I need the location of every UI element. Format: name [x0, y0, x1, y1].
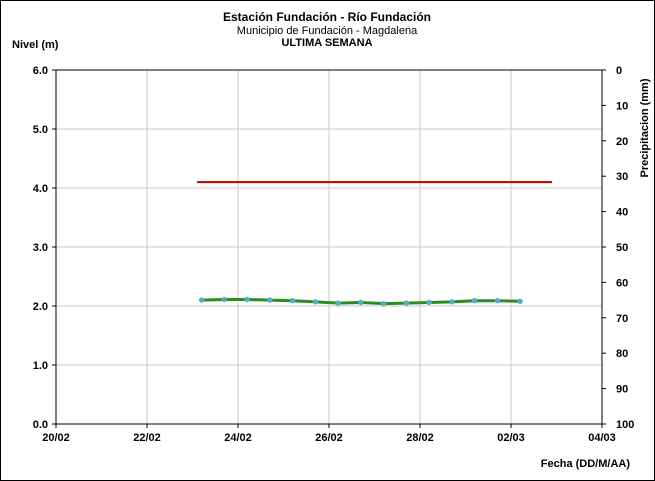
chart-subtitle: Municipio de Fundación - Magdalena	[237, 25, 418, 37]
y-tick-label: 6.0	[33, 65, 48, 77]
level-point	[449, 299, 455, 305]
x-tick-label: 20/02	[42, 432, 70, 444]
y2-tick-label: 20	[616, 136, 628, 148]
period-label: ULTIMA SEMANA	[281, 37, 372, 49]
level-point	[312, 299, 319, 305]
x-tick-label: 26/02	[315, 432, 343, 444]
y2-tick-label: 80	[616, 348, 628, 360]
x-tick-label: 28/02	[406, 432, 434, 444]
y-tick-label: 4.0	[33, 183, 48, 195]
grid	[56, 70, 602, 424]
level-point	[335, 300, 341, 306]
y2-tick-label: 90	[616, 384, 628, 396]
y2-tick-label: 30	[616, 171, 628, 183]
level-point	[244, 296, 250, 303]
level-point	[267, 297, 273, 303]
x-tick-label: 02/03	[497, 432, 525, 444]
y2-tick-label: 10	[616, 100, 628, 112]
y-tick-label: 0.0	[33, 419, 48, 431]
y2-tick-label: 50	[616, 242, 628, 254]
y2-tick-label: 0	[616, 65, 622, 77]
axes	[52, 69, 606, 428]
level-point	[221, 296, 228, 303]
y-axis-label: Nivel (m)	[12, 39, 59, 51]
y-tick-label: 3.0	[33, 242, 48, 254]
level-point	[358, 299, 364, 306]
y2-tick-label: 60	[616, 277, 628, 289]
level-point	[403, 300, 410, 306]
y2-axis-label: Precipitacion (mm)	[639, 78, 651, 177]
level-point	[426, 299, 432, 306]
x-tick-label: 04/03	[588, 432, 616, 444]
level-point	[198, 297, 205, 303]
x-axis-label: Fecha (DD/M/AA)	[541, 458, 631, 470]
y-tick-label: 5.0	[33, 124, 48, 136]
x-tick-label: 22/02	[133, 432, 161, 444]
chart-marks	[197, 181, 552, 307]
level-point	[380, 300, 387, 307]
y2-tick-label: 40	[616, 207, 628, 219]
y-tick-label: 1.0	[33, 360, 48, 372]
y2-tick-label: 70	[616, 313, 628, 325]
tick-labels: 20/02 22/02 24/02 26/02 28/02 02/03 04/03 0.0 1.…	[33, 65, 635, 444]
level-point	[471, 297, 478, 304]
plot-area-border	[55, 69, 603, 425]
x-tick-label: 24/02	[224, 432, 252, 444]
y2-tick-label: 100	[616, 419, 634, 431]
level-point	[494, 297, 501, 304]
y-tick-label: 2.0	[33, 301, 48, 313]
level-point	[517, 298, 523, 304]
level-point	[289, 297, 296, 304]
chart-title: Estación Fundación - Río Fundación	[223, 10, 431, 24]
